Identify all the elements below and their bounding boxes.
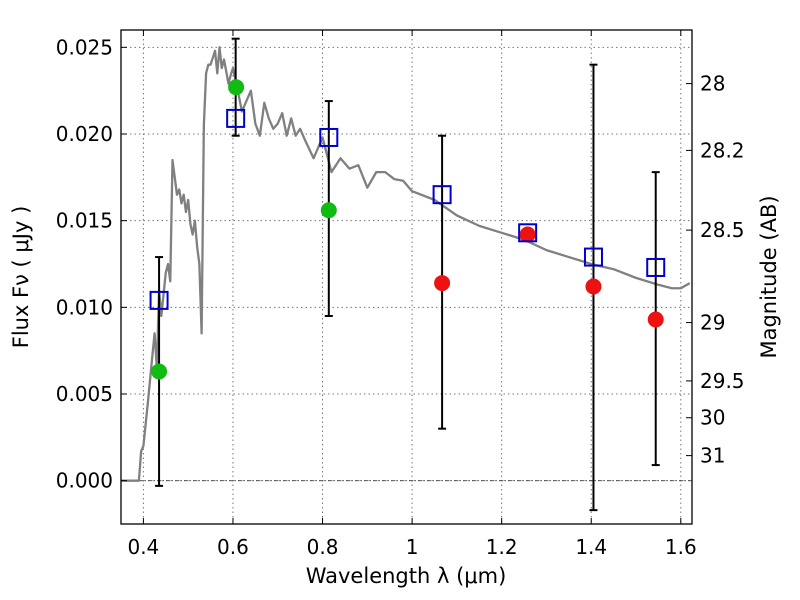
y2-tick-label: 28: [700, 72, 725, 96]
y2-axis-label: Magnitude (AB): [757, 195, 781, 358]
y-tick-label: 0.020: [56, 122, 113, 146]
nondetection-point: [519, 226, 536, 243]
y-tick-label: 0.015: [56, 209, 113, 233]
x-tick-label: 0.6: [217, 535, 249, 559]
model-band-square: [319, 127, 339, 147]
x-tick-label: 0.8: [307, 535, 339, 559]
x-tick-label: 0.4: [127, 535, 159, 559]
model-spectrum: [121, 46, 691, 482]
model-band-square: [518, 223, 538, 243]
x-tick-label: 1.4: [575, 535, 607, 559]
data-points: [149, 79, 666, 380]
model-band-square: [583, 247, 603, 267]
y-tick-label: 0.025: [56, 35, 113, 59]
y-tick-label: 0.000: [56, 469, 113, 493]
y-tick-label: 0.005: [56, 382, 113, 406]
y2-tick-label: 29.5: [700, 369, 745, 393]
nondetection-point: [647, 311, 664, 328]
y2-tick-label: 30: [700, 406, 725, 430]
plot-frame: [120, 29, 693, 525]
model-band-square: [149, 290, 169, 310]
x-axis-label: Wavelength λ (μm): [306, 564, 507, 588]
y2-tick-label: 29: [700, 311, 725, 335]
grid: [121, 30, 692, 524]
x-tick-label: 1.2: [486, 535, 518, 559]
y2-tick-label: 31: [700, 444, 725, 468]
nondetection-point: [585, 278, 602, 295]
axis-ticks: 0.4 0.6 0.8 1 1.2 1.4 1.6 0.000 0.005 0.010 0.015 0…: [56, 30, 745, 559]
model-band-square: [646, 257, 666, 277]
model-band-square: [432, 185, 452, 205]
nondetection-point: [434, 275, 451, 292]
y2-tick-label: 28.5: [700, 218, 745, 242]
detection-point: [151, 363, 168, 380]
y-axis-label: Flux Fν ( μJy ): [9, 206, 33, 349]
detection-point: [320, 202, 337, 219]
x-tick-label: 1: [406, 535, 419, 559]
detection-point: [228, 79, 245, 96]
y-tick-label: 0.010: [56, 295, 113, 319]
model-band-square: [226, 108, 246, 128]
x-tick-label: 1.6: [665, 535, 697, 559]
y2-tick-label: 28.2: [700, 138, 745, 162]
model-spectrum-line: [121, 46, 691, 482]
